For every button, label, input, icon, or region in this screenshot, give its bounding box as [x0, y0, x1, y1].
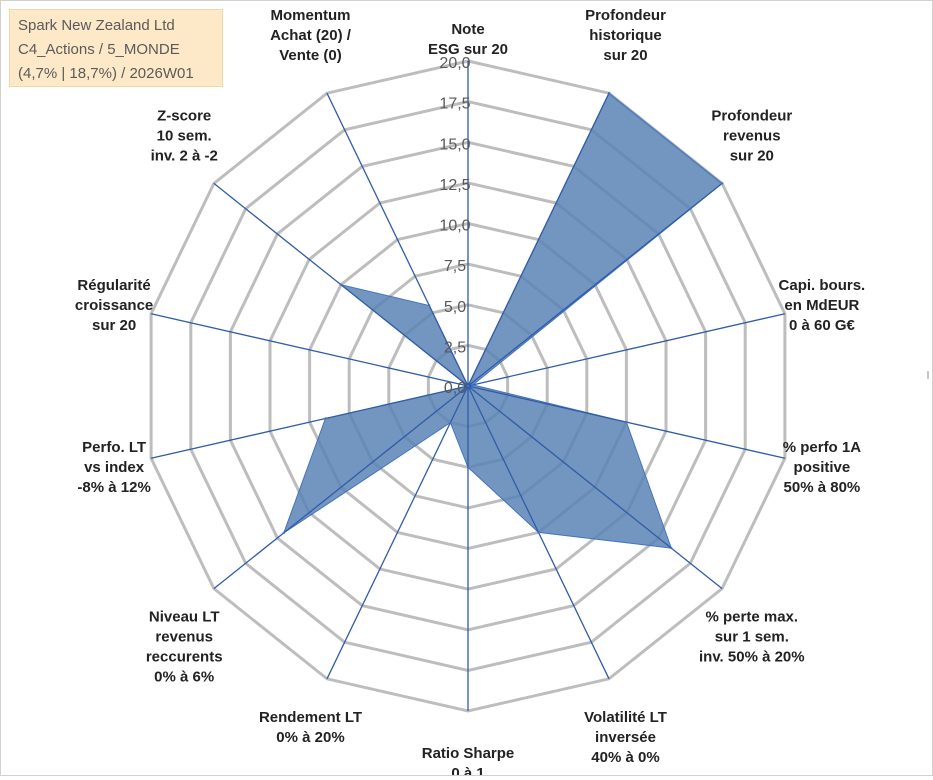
- category-label: Momentum Achat (20) / Vente (0): [270, 7, 352, 64]
- category-label: Profondeur revenus sur 20: [711, 108, 792, 165]
- data-point: [537, 531, 540, 534]
- spoke-line: [467, 313, 786, 387]
- data-point: [466, 384, 470, 388]
- category-label: Rendement LT 0% à 20%: [259, 709, 362, 746]
- info-box: Spark New Zealand Ltd C4_Actions / 5_MON…: [9, 9, 223, 87]
- data-point: [324, 417, 327, 420]
- tick-label: 0,0: [444, 380, 466, 397]
- info-category: C4_Actions / 5_MONDE: [18, 41, 180, 58]
- category-label: Niveau LT revenus reccurents 0% à 6%: [146, 608, 223, 685]
- data-point: [428, 304, 431, 307]
- info-company-name: Spark New Zealand Ltd: [18, 17, 175, 34]
- category-label: Régularité croissance sur 20: [75, 277, 153, 334]
- category-label: Perfo. LT vs index -8% à 12%: [77, 439, 150, 496]
- data-point: [670, 546, 673, 550]
- category-label: Note ESG sur 20: [428, 21, 508, 58]
- tick-label: 10,0: [439, 218, 470, 235]
- data-point: [625, 421, 628, 424]
- tick-label: 12,5: [439, 177, 470, 194]
- spoke-line: [467, 182, 723, 387]
- category-label: Volatilité LT inversée 40% à 0%: [584, 709, 667, 766]
- spoke-line: [150, 385, 469, 459]
- spoke-line: [326, 92, 469, 387]
- category-label: % perte max. sur 1 sem. inv. 50% à 20%: [699, 608, 805, 665]
- category-label: Profondeur historique sur 20: [585, 7, 666, 64]
- tick-label: 5,0: [444, 299, 466, 316]
- tick-label: 2,5: [444, 339, 466, 356]
- tick-label: 20,0: [439, 55, 470, 72]
- data-point: [449, 421, 452, 424]
- data-point: [471, 383, 474, 387]
- data-point: [282, 531, 285, 535]
- tick-label: 15,0: [439, 136, 470, 153]
- tick-label: 17,5: [439, 96, 470, 113]
- info-stats: (4,7% | 18,7%) / 2026W01: [18, 65, 194, 82]
- data-point: [607, 92, 611, 95]
- scroll-marker: [927, 371, 929, 379]
- data-point: [466, 466, 470, 469]
- data-point: [720, 182, 724, 185]
- category-label: Ratio Sharpe 0 à 1: [422, 745, 515, 775]
- category-label: Capi. bours. en MdEUR 0 à 60 G€: [779, 277, 866, 334]
- spoke-line: [326, 385, 469, 680]
- tick-label: 7,5: [444, 258, 466, 275]
- spoke-line: [150, 313, 469, 387]
- spoke-line: [213, 385, 469, 590]
- category-label: % perfo 1A positive 50% à 80%: [783, 439, 862, 496]
- spoke-line: [467, 92, 610, 387]
- category-label: Z-score 10 sem. inv. 2 à -2: [151, 108, 218, 165]
- spoke-line: [467, 385, 723, 590]
- data-point: [339, 283, 343, 286]
